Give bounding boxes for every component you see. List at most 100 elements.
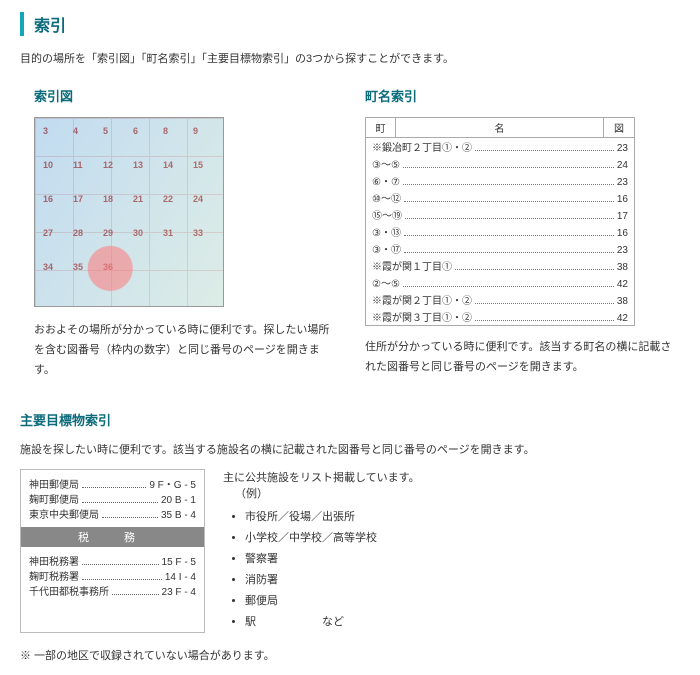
map-grid-num: 16 <box>43 194 53 204</box>
town-row-num: 38 <box>617 262 628 273</box>
index-map-title: 索引図 <box>20 86 335 105</box>
post-label: 麹町税務署 <box>29 568 79 583</box>
map-grid-num: 15 <box>193 160 203 170</box>
town-row: ※霞が関２丁目①・② 38 <box>366 291 634 308</box>
town-row-label: ③～⑤ <box>372 156 400 171</box>
landmark-item: 市役所／役場／出張所 <box>245 507 420 528</box>
town-row: ②～⑤ 42 <box>366 274 634 291</box>
post-label: 麹町郵便局 <box>29 491 79 506</box>
town-hdr-c2: 名 <box>396 118 604 137</box>
map-grid-num: 10 <box>43 160 53 170</box>
post-num: 35 B - 4 <box>161 510 196 521</box>
map-grid-num: 13 <box>133 160 143 170</box>
town-row-num: 42 <box>617 279 628 290</box>
town-row-label: ⑥・⑦ <box>372 173 400 188</box>
town-row-num: 38 <box>617 296 628 307</box>
town-index-desc: 住所が分かっている時に便利です。該当する町名の横に記載された図番号と同じ番号のペ… <box>365 338 680 378</box>
index-map-desc: おおよその場所が分かっている時に便利です。探したい場所を含む図番号（枠内の数字）… <box>20 321 335 380</box>
landmark-item: 駅 など <box>245 612 420 633</box>
town-row: ③～⑤ 24 <box>366 155 634 172</box>
landmark-right: 主に公共施設をリスト掲載しています。 （例） 市役所／役場／出張所小学校／中学校… <box>223 469 420 632</box>
map-grid-num: 24 <box>193 194 203 204</box>
map-grid-num: 27 <box>43 228 53 238</box>
town-row: ⑥・⑦ 23 <box>366 172 634 189</box>
town-row-num: 23 <box>617 177 628 188</box>
town-row: ※霞が関１丁目① 38 <box>366 257 634 274</box>
map-grid-num: 33 <box>193 228 203 238</box>
map-grid-num: 18 <box>103 194 113 204</box>
map-grid-num: 17 <box>73 194 83 204</box>
landmark-item: 消防署 <box>245 570 420 591</box>
town-row-num: 42 <box>617 313 628 324</box>
town-row: ※鍛冶町２丁目①・② 23 <box>366 138 634 155</box>
post-label: 神田郵便局 <box>29 476 79 491</box>
landmark-item: 小学校／中学校／高等学校 <box>245 528 420 549</box>
post-num: 14 I - 4 <box>165 572 196 583</box>
post-band: 税 務 <box>21 527 204 547</box>
map-grid-num: 21 <box>133 194 143 204</box>
landmark-item: 警察署 <box>245 549 420 570</box>
map-grid-num: 6 <box>133 126 138 136</box>
town-index-table: 町 名 図 ※鍛冶町２丁目①・②23③～⑤24⑥・⑦23⑩～⑫16⑮～⑲17③・… <box>365 117 635 326</box>
post-line: 千代田都税事務所 23 F - 4 <box>29 583 196 598</box>
town-row-num: 16 <box>617 194 628 205</box>
map-grid-num: 9 <box>193 126 198 136</box>
town-index-title: 町名索引 <box>365 86 680 105</box>
post-line: 麹町郵便局 20 B - 1 <box>29 491 196 506</box>
town-row-label: ※霞が関２丁目①・② <box>372 292 472 307</box>
town-row: ③・⑬ 16 <box>366 223 634 240</box>
page-title: 索引 <box>20 12 680 36</box>
town-row-label: ③・⑬ <box>372 224 401 239</box>
map-grid-num: 5 <box>103 126 108 136</box>
map-grid-num: 22 <box>163 194 173 204</box>
post-num: 20 B - 1 <box>161 495 196 506</box>
post-num: 23 F - 4 <box>162 587 196 598</box>
town-row: ※霞が関３丁目①・② 42 <box>366 308 634 325</box>
map-grid-num: 11 <box>73 160 83 170</box>
map-grid-num: 34 <box>43 262 53 272</box>
post-num: 9 F・G - 5 <box>149 476 196 491</box>
landmark-title: 主要目標物索引 <box>20 410 680 429</box>
town-row-label: ②～⑤ <box>372 275 400 290</box>
map-grid-num: 12 <box>103 160 113 170</box>
town-row-label: ※霞が関１丁目① <box>372 258 452 273</box>
town-row: ⑮～⑲ 17 <box>366 206 634 223</box>
town-row-label: ⑩～⑫ <box>372 190 401 205</box>
landmark-item: 郵便局 <box>245 591 420 612</box>
town-row: ⑩～⑫ 16 <box>366 189 634 206</box>
post-num: 15 F - 5 <box>162 557 196 568</box>
intro-text: 目的の場所を「索引図」「町名索引」「主要目標物索引」の3つから探すことができます… <box>20 50 680 66</box>
map-grid-num: 35 <box>73 262 83 272</box>
town-row-label: ※霞が関３丁目①・② <box>372 309 472 324</box>
post-line: 神田郵便局 9 F・G - 5 <box>29 476 196 491</box>
map-grid-num: 3 <box>43 126 48 136</box>
post-label: 千代田都税事務所 <box>29 583 109 598</box>
map-grid-num: 31 <box>163 228 173 238</box>
post-line: 麹町税務署 14 I - 4 <box>29 568 196 583</box>
town-row-label: ③・⑰ <box>372 241 401 256</box>
town-row: ③・⑰ 23 <box>366 240 634 257</box>
landmark-desc: 施設を探したい時に便利です。該当する施設名の横に記載された図番号と同じ番号のペー… <box>20 441 680 461</box>
town-row-num: 23 <box>617 245 628 256</box>
town-row-label: ※鍛冶町２丁目①・② <box>372 139 472 154</box>
town-row-num: 17 <box>617 211 628 222</box>
landmark-sub: （例） <box>223 485 420 501</box>
map-grid-num: 8 <box>163 126 168 136</box>
map-grid-num: 4 <box>73 126 78 136</box>
map-grid-num: 29 <box>103 228 113 238</box>
town-row-num: 23 <box>617 143 628 154</box>
map-grid-num: 30 <box>133 228 143 238</box>
town-row-label: ⑮～⑲ <box>372 207 402 222</box>
post-line: 神田税務署15 F - 5 <box>29 553 196 568</box>
index-map-image: 3456891011121314151617182122242728293031… <box>34 117 224 307</box>
landmark-footnote: ※ 一部の地区で収録されていない場合があります。 <box>20 647 680 663</box>
town-hdr-c1: 町 <box>366 118 396 137</box>
map-grid-num: 28 <box>73 228 83 238</box>
landmark-lead: 主に公共施設をリスト掲載しています。 <box>223 469 420 485</box>
town-row-num: 24 <box>617 160 628 171</box>
map-grid-num: 14 <box>163 160 173 170</box>
post-label: 東京中央郵便局 <box>29 506 99 521</box>
map-grid-num: 36 <box>103 262 113 272</box>
landmark-post-box: 神田郵便局 9 F・G - 5 麹町郵便局 20 B - 1 東京中央郵便局 35 B -… <box>20 469 205 632</box>
town-row-num: 16 <box>617 228 628 239</box>
